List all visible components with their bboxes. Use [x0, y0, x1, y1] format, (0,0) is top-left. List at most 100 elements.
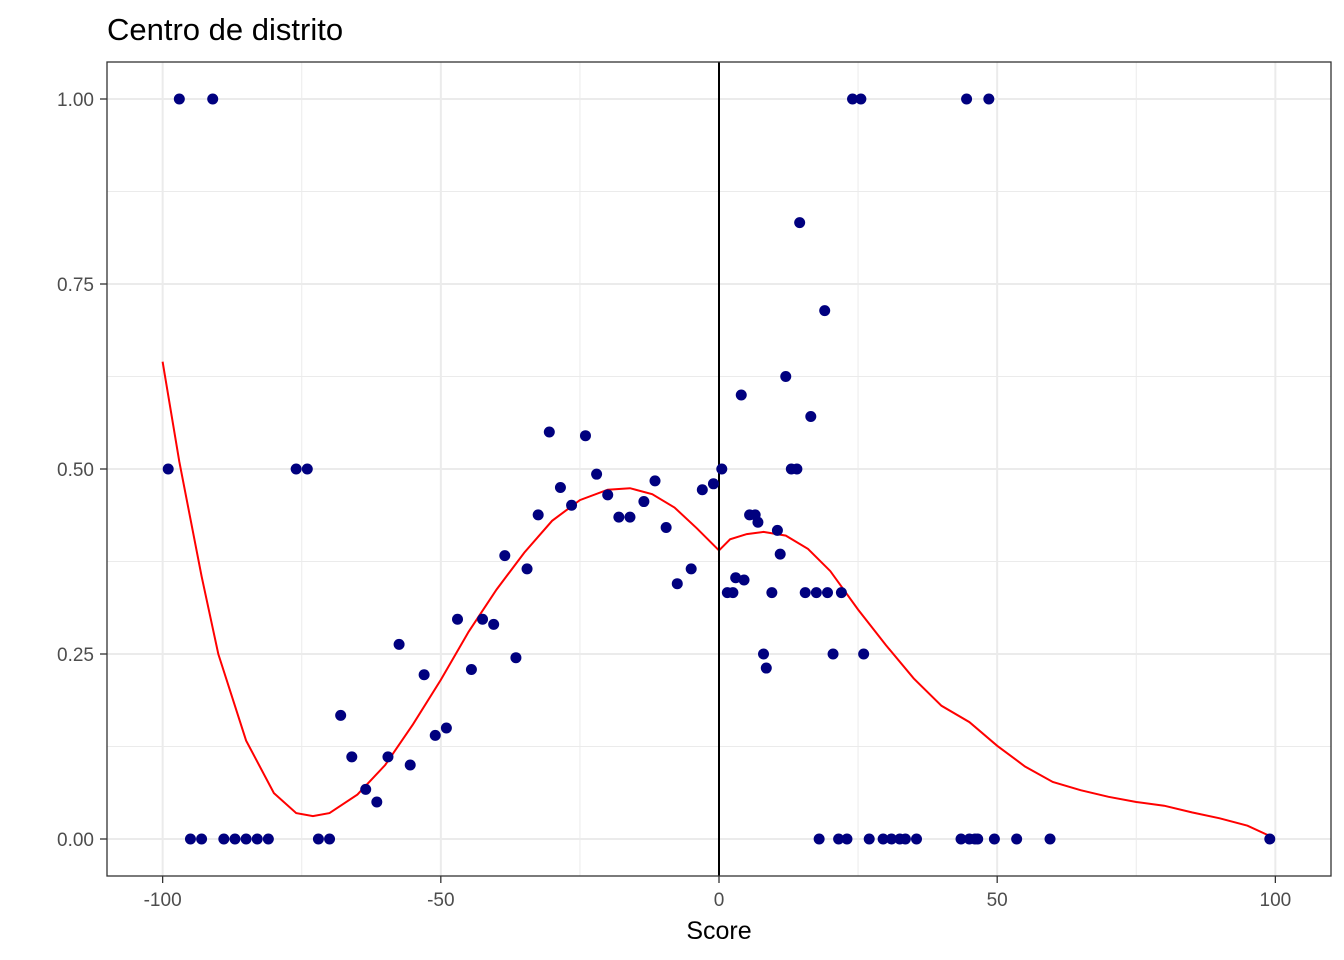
- data-point: [196, 833, 208, 845]
- data-point: [1011, 833, 1023, 845]
- y-tick-label: 0.25: [57, 645, 94, 666]
- data-point: [440, 722, 452, 734]
- data-point: [972, 833, 984, 845]
- fit-line-left: [161, 361, 720, 818]
- data-point: [251, 833, 263, 845]
- data-point: [162, 463, 174, 475]
- x-tick-label: 0: [714, 890, 725, 911]
- data-point: [738, 574, 750, 586]
- x-tick-label: 100: [1260, 890, 1292, 911]
- data-point: [324, 833, 336, 845]
- x-tick-label: -50: [427, 890, 454, 911]
- data-point: [554, 482, 566, 493]
- data-points: [162, 93, 1276, 845]
- data-point: [827, 648, 839, 660]
- data-point: [660, 521, 672, 533]
- data-point: [418, 669, 430, 681]
- data-point: [477, 613, 489, 625]
- data-point: [899, 833, 911, 845]
- data-point: [760, 662, 772, 674]
- data-point: [382, 751, 394, 763]
- data-point: [799, 587, 811, 599]
- data-point: [346, 751, 358, 763]
- data-point: [602, 489, 614, 501]
- data-point: [360, 783, 372, 795]
- data-point: [847, 93, 859, 105]
- data-point: [858, 648, 870, 660]
- data-point: [499, 550, 511, 562]
- data-point: [393, 638, 405, 650]
- data-point: [207, 93, 219, 105]
- data-point: [1264, 833, 1276, 845]
- data-point: [465, 664, 477, 676]
- data-point: [766, 587, 778, 599]
- y-tick-label: 1.00: [57, 90, 94, 111]
- data-point: [780, 371, 792, 382]
- data-point: [184, 833, 196, 845]
- x-axis-title: Score: [686, 917, 751, 945]
- data-point: [813, 833, 825, 845]
- data-point: [758, 648, 770, 660]
- data-point: [961, 93, 973, 105]
- data-point: [638, 496, 650, 508]
- data-point: [543, 426, 555, 438]
- data-point: [685, 563, 697, 575]
- data-point: [835, 587, 847, 599]
- data-point: [877, 833, 889, 845]
- data-point: [911, 833, 923, 845]
- chart-title: Centro de distrito: [107, 12, 343, 47]
- data-point: [863, 833, 875, 845]
- x-tick-label: 50: [987, 890, 1008, 911]
- y-tick-label: 0.75: [57, 275, 94, 296]
- data-point: [624, 511, 636, 523]
- data-point: [771, 524, 783, 536]
- data-point: [301, 463, 313, 475]
- y-axis: 0.00 0.25 0.50 0.75 1.00: [57, 90, 107, 851]
- data-point: [819, 305, 831, 317]
- data-point: [794, 217, 806, 229]
- data-point: [532, 509, 544, 521]
- data-point: [290, 463, 302, 475]
- data-point: [579, 430, 591, 442]
- data-point: [1044, 833, 1056, 845]
- data-point: [591, 468, 603, 480]
- data-point: [885, 833, 897, 845]
- data-point: [335, 709, 347, 721]
- data-point: [805, 410, 817, 422]
- data-point: [983, 93, 995, 105]
- data-point: [371, 796, 383, 808]
- data-point: [452, 613, 464, 625]
- data-point: [810, 587, 822, 599]
- data-point: [404, 759, 416, 771]
- y-tick-label: 0.00: [57, 830, 94, 851]
- data-point: [671, 578, 683, 590]
- data-point: [707, 478, 719, 490]
- data-point: [429, 729, 441, 741]
- data-point: [855, 93, 867, 105]
- data-point: [730, 572, 742, 584]
- x-axis: -100 -50 0 50 100: [144, 876, 1292, 911]
- data-point: [229, 833, 241, 845]
- data-point: [510, 652, 522, 664]
- data-point: [988, 833, 1000, 845]
- data-point: [752, 516, 764, 528]
- data-point: [841, 833, 853, 845]
- data-point: [716, 463, 728, 475]
- data-point: [173, 93, 185, 105]
- data-point: [521, 563, 533, 575]
- data-point: [312, 833, 324, 845]
- data-point: [696, 484, 708, 496]
- data-point: [955, 833, 967, 845]
- data-point: [833, 833, 845, 845]
- y-tick-label: 0.50: [57, 460, 94, 481]
- data-point: [488, 618, 500, 630]
- data-point: [218, 833, 230, 845]
- data-point: [774, 548, 786, 560]
- data-point: [821, 587, 833, 599]
- data-point: [649, 475, 661, 487]
- data-point: [240, 833, 252, 845]
- data-point: [791, 463, 803, 475]
- x-tick-label: -100: [144, 890, 182, 911]
